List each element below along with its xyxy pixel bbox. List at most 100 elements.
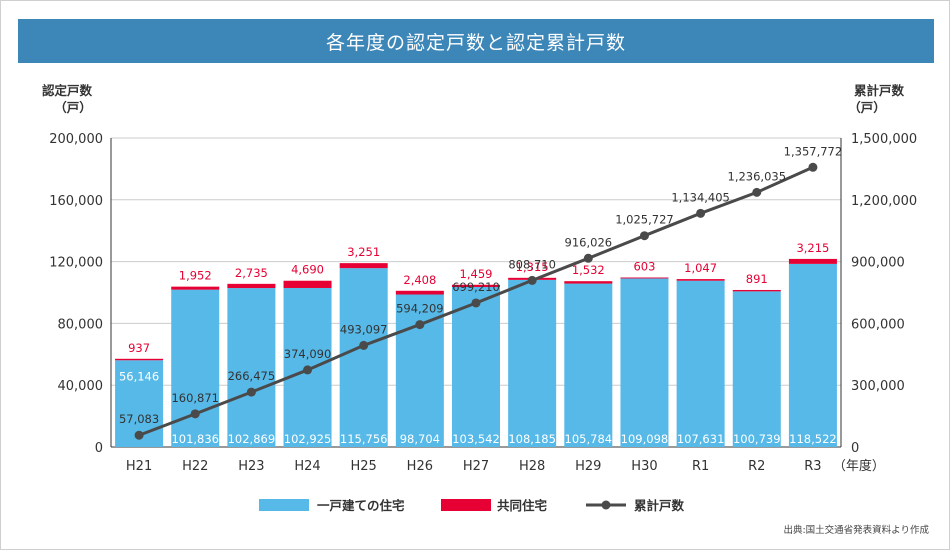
cumulative-point	[583, 253, 593, 263]
cumulative-label: 1,357,772	[784, 144, 843, 158]
cumulative-point	[246, 387, 256, 397]
bar-apartment-label: 3,251	[347, 245, 380, 259]
bar-apartment	[788, 258, 837, 264]
cumulative-label: 493,097	[340, 322, 388, 336]
bar-apartment	[732, 289, 781, 292]
y-left-tick-label: 120,000	[49, 256, 103, 271]
cumulative-label: 1,236,035	[728, 169, 787, 183]
x-axis-suffix: （年度）	[833, 458, 885, 474]
source-note: 出典:国土交通省発表資料より作成	[783, 525, 929, 536]
bar-detached	[508, 279, 557, 447]
bar-apartment-label: 2,408	[403, 273, 436, 287]
cumulative-point	[527, 275, 537, 285]
bar-apartment	[676, 279, 725, 281]
y-right-tick-label: 600,000	[851, 317, 905, 332]
bar-apartment	[227, 283, 276, 289]
x-tick-label: R2	[748, 459, 765, 474]
y-right-axis-title: 累計戸数	[854, 83, 905, 98]
cumulative-point	[752, 187, 762, 197]
bar-detached	[171, 289, 220, 447]
bar-detached-label: 108,185	[508, 432, 556, 446]
x-tick-label: R1	[692, 459, 709, 474]
bar-detached	[227, 288, 276, 447]
bar-detached-label: 102,869	[228, 432, 276, 446]
bar-apartment-label: 1,047	[684, 261, 717, 275]
bar-detached	[564, 283, 613, 447]
y-right-axis-unit: （戸）	[848, 100, 886, 115]
bar-apartment-label: 1,952	[179, 269, 212, 283]
cumulative-point	[415, 320, 425, 330]
y-left-tick-label: 80,000	[58, 317, 104, 332]
cumulative-label: 57,083	[119, 412, 159, 426]
x-tick-label: H24	[294, 459, 320, 474]
cumulative-point	[639, 231, 649, 241]
bar-apartment-label: 1,532	[572, 263, 605, 277]
x-tick-label: H26	[407, 459, 433, 474]
cumulative-label: 266,475	[228, 369, 276, 383]
bar-apartment	[395, 290, 444, 295]
legend-swatch-detached	[259, 499, 309, 511]
x-tick-label: H22	[182, 459, 208, 474]
y-left-axis-unit: （戸）	[54, 100, 92, 115]
bar-detached	[452, 287, 500, 447]
cumulative-label: 699,210	[452, 280, 500, 294]
bar-detached-label: 56,146	[119, 369, 159, 383]
bar-detached-label: 105,784	[565, 432, 613, 446]
legend-label-cumulative: 累計戸数	[634, 498, 685, 513]
bar-detached-label: 118,522	[789, 432, 837, 446]
bar-detached	[732, 291, 781, 447]
bar-apartment-label: 3,215	[796, 241, 829, 255]
bar-apartment	[283, 280, 332, 288]
bar-detached-label: 109,098	[621, 432, 669, 446]
legend-label-apartment: 共同住宅	[497, 498, 548, 513]
x-tick-label: H29	[575, 459, 601, 474]
y-right-tick-label: 300,000	[851, 379, 905, 394]
y-left-axis-title: 認定戸数	[42, 83, 93, 98]
cumulative-label: 1,134,405	[671, 190, 730, 204]
cumulative-point	[471, 298, 481, 308]
bar-apartment	[452, 284, 500, 288]
x-tick-label: H30	[631, 459, 657, 474]
cumulative-label: 374,090	[284, 347, 332, 361]
bar-detached-label: 103,542	[452, 432, 500, 446]
bar-apartment-label: 603	[633, 260, 655, 274]
bar-apartment-label: 1,315	[516, 260, 549, 274]
cumulative-point	[134, 430, 144, 440]
bar-apartment-label: 2,735	[235, 266, 268, 280]
x-tick-label: H28	[519, 459, 545, 474]
bar-detached	[676, 280, 725, 447]
cumulative-label: 594,209	[396, 302, 444, 316]
chart-title: 各年度の認定戸数と認定累計戸数	[18, 19, 934, 63]
bar-detached-label: 100,739	[733, 432, 781, 446]
bar-detached	[788, 263, 837, 447]
y-right-tick-label: 0	[851, 441, 859, 456]
y-right-tick-label: 900,000	[851, 256, 905, 271]
cumulative-point	[696, 208, 706, 218]
cumulative-label: 160,871	[171, 391, 219, 405]
x-tick-label: R3	[804, 459, 821, 474]
cumulative-label: 808,710	[508, 257, 556, 271]
x-tick-label: H25	[351, 459, 377, 474]
bar-apartment	[564, 281, 613, 284]
bar-apartment-label: 937	[128, 341, 150, 355]
bar-detached-label: 115,756	[340, 432, 388, 446]
bar-detached	[620, 278, 669, 447]
bar-apartment-label: 891	[746, 272, 768, 286]
bar-apartment	[171, 286, 220, 290]
bar-detached	[339, 268, 388, 447]
bar-apartment-label: 4,690	[291, 263, 324, 277]
bar-apartment	[339, 263, 388, 269]
cumulative-label: 1,025,727	[615, 213, 674, 227]
x-tick-label: H23	[238, 459, 264, 474]
y-right-tick-label: 1,200,000	[851, 194, 917, 209]
legend-swatch-apartment	[441, 499, 491, 511]
bar-apartment	[620, 277, 669, 279]
x-tick-label: H21	[126, 459, 152, 474]
legend-label-detached: 一戸建ての住宅	[317, 498, 405, 513]
y-right-tick-label: 1,500,000	[851, 132, 917, 147]
x-tick-label: H27	[463, 459, 489, 474]
bar-detached-label: 107,631	[677, 432, 725, 446]
y-left-tick-label: 200,000	[49, 132, 103, 147]
